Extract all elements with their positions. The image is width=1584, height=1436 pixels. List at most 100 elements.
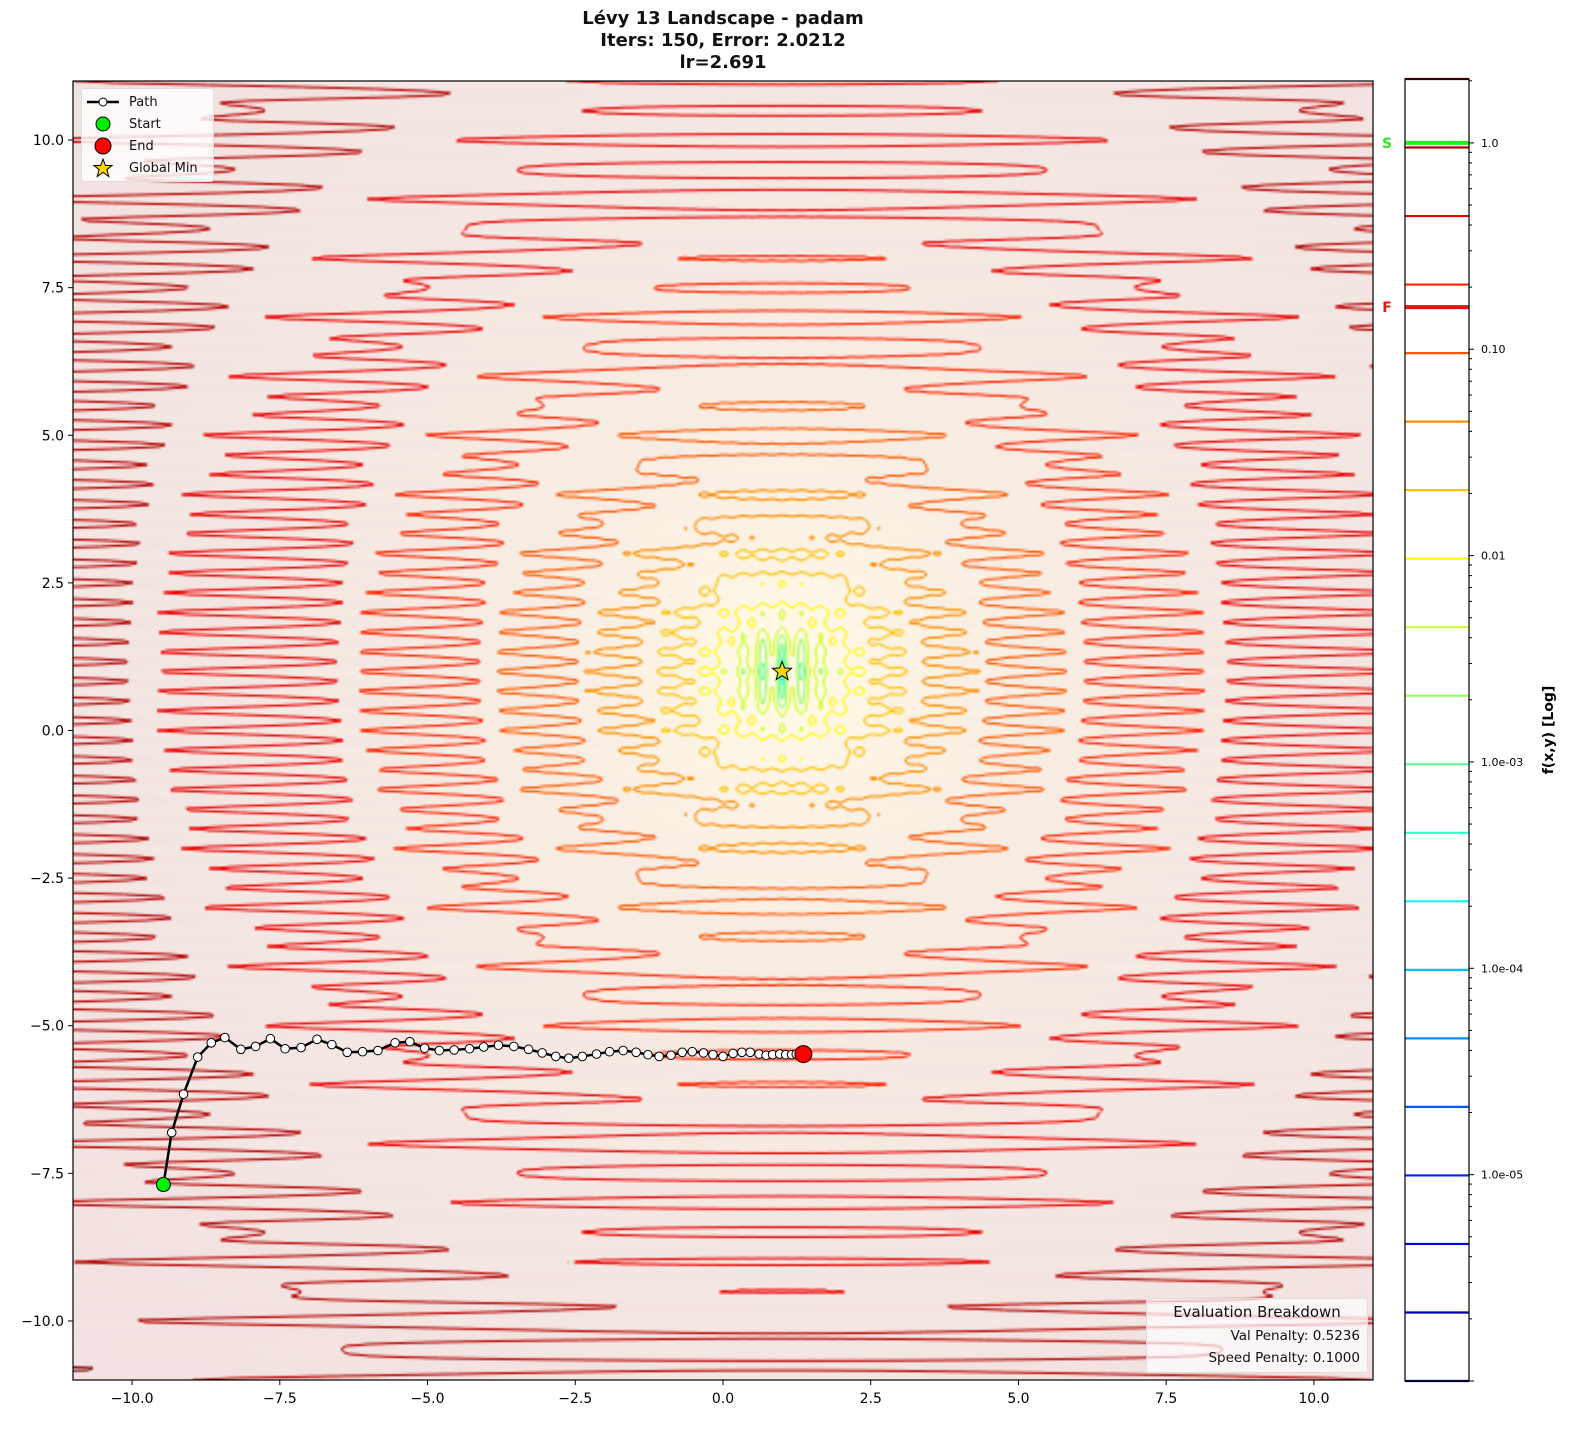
- y-tick-label: −2.5: [30, 871, 64, 887]
- title-line-3: lr=2.691: [679, 52, 767, 73]
- path-point: [728, 1048, 738, 1059]
- path-point: [296, 1042, 306, 1053]
- path-line-icon: [87, 97, 119, 107]
- legend: Path Start End Global Min: [81, 88, 214, 182]
- path-point: [631, 1047, 641, 1058]
- path-point: [166, 1127, 177, 1138]
- end-marker-icon: [94, 137, 112, 155]
- path-point: [550, 1051, 561, 1062]
- path-point: [327, 1039, 337, 1050]
- path-point: [312, 1034, 322, 1045]
- colorbar-tick-label: 0.10: [1481, 343, 1506, 356]
- legend-item-end: End: [82, 136, 154, 156]
- contour-field: [73, 81, 1373, 1380]
- evaluation-title: Evaluation Breakdown: [1173, 1303, 1341, 1321]
- legend-label: Global Min: [129, 160, 198, 176]
- star-icon: [92, 158, 114, 178]
- x-tick-label: 7.5: [1155, 1391, 1177, 1407]
- path-point: [449, 1045, 459, 1055]
- colorbar-frame: [1404, 78, 1470, 1382]
- path-point: [745, 1047, 755, 1058]
- path-point: [493, 1040, 504, 1051]
- start-marker-icon: [95, 116, 111, 132]
- path-point: [708, 1049, 718, 1060]
- chart-title: Lévy 13 Landscape - padam Iters: 150, Er…: [73, 8, 1373, 74]
- path-point: [405, 1036, 415, 1047]
- evaluation-breakdown-box: Evaluation Breakdown Val Penalty: 0.5236…: [1146, 1298, 1368, 1373]
- path-point: [357, 1046, 368, 1057]
- x-tick-label: 0.0: [712, 1391, 734, 1407]
- path-point: [419, 1043, 430, 1053]
- path-point: [718, 1051, 728, 1062]
- x-tick-label: −10.0: [111, 1391, 154, 1407]
- optimizer-path-line: [162, 1036, 804, 1185]
- x-tick-label: −5.0: [411, 1391, 445, 1407]
- colorbar-tick-label: 1.0e-04: [1481, 962, 1523, 975]
- y-tick-label: 2.5: [42, 576, 64, 592]
- y-tick-label: −5.0: [30, 1019, 64, 1035]
- path-point: [563, 1053, 574, 1064]
- path-point: [577, 1051, 588, 1062]
- speed-penalty: Speed Penalty: 0.1000: [1208, 1350, 1360, 1366]
- y-tick-label: −7.5: [30, 1166, 64, 1182]
- legend-item-start: Start: [82, 114, 161, 134]
- colorbar-tick-label: 0.01: [1481, 550, 1506, 563]
- y-tick-label: 7.5: [42, 281, 64, 297]
- x-tick-label: 5.0: [1007, 1391, 1029, 1407]
- plot-frame: [72, 80, 1374, 1381]
- x-tick-label: 10.0: [1298, 1391, 1329, 1407]
- title-line-1: Lévy 13 Landscape - padam: [582, 8, 864, 29]
- y-tick-label: 5.0: [42, 428, 64, 444]
- legend-item-global-min: Global Min: [82, 158, 198, 178]
- path-point: [509, 1041, 519, 1052]
- path-point: [523, 1044, 534, 1055]
- path-point: [654, 1051, 664, 1062]
- colorbar-tick-label: 1.0: [1481, 137, 1499, 150]
- path-point: [737, 1047, 747, 1058]
- legend-label: End: [129, 138, 154, 154]
- path-point: [265, 1033, 276, 1044]
- y-tick-label: 10.0: [33, 133, 64, 149]
- path-point: [280, 1043, 290, 1054]
- path-point: [464, 1043, 475, 1054]
- y-tick-label: 0.0: [42, 724, 64, 740]
- y-tick-label: −10.0: [21, 1314, 64, 1330]
- start-marker: [155, 1177, 171, 1193]
- path-point: [390, 1038, 400, 1048]
- path-point: [643, 1049, 653, 1060]
- end-marker: [794, 1045, 813, 1064]
- global-min-star: [771, 660, 793, 681]
- path-point: [666, 1050, 676, 1061]
- path-point: [250, 1041, 261, 1052]
- x-tick-label: 2.5: [860, 1391, 882, 1407]
- path-point: [478, 1042, 489, 1052]
- path-point: [206, 1038, 217, 1048]
- colorbar-label: f(x,y) [Log]: [1541, 686, 1557, 775]
- path-point: [220, 1032, 230, 1043]
- path-point: [618, 1045, 628, 1056]
- colorbar-tick-label: 1.0e-05: [1481, 1169, 1523, 1182]
- x-tick-label: −7.5: [263, 1391, 297, 1407]
- legend-item-path: Path: [82, 92, 158, 112]
- path-point: [192, 1052, 203, 1062]
- path-point: [178, 1089, 189, 1100]
- path-point: [236, 1044, 246, 1055]
- path-point: [698, 1048, 709, 1058]
- colorbar-tick-label: 1.0e-03: [1481, 756, 1523, 769]
- path-point: [373, 1045, 383, 1056]
- legend-label: Start: [129, 116, 161, 132]
- path-point: [687, 1046, 698, 1057]
- title-line-2: Iters: 150, Error: 2.0212: [600, 30, 846, 51]
- path-point: [434, 1045, 445, 1056]
- x-tick-label: −2.5: [558, 1391, 592, 1407]
- legend-label: Path: [129, 94, 158, 110]
- val-penalty: Val Penalty: 0.5236: [1230, 1328, 1360, 1344]
- path-point: [604, 1046, 615, 1057]
- path-point: [591, 1049, 602, 1059]
- colorbar-marker-label: S: [1382, 136, 1392, 152]
- path-point: [342, 1047, 352, 1058]
- path-point: [677, 1047, 688, 1058]
- colorbar-marker-label: F: [1382, 300, 1392, 316]
- colorbar-background: [1405, 79, 1469, 1381]
